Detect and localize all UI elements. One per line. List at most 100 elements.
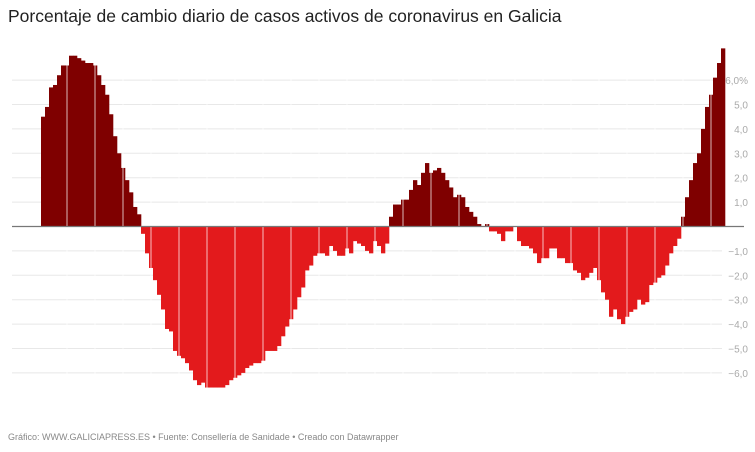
bar [433, 170, 438, 227]
bar [77, 58, 82, 227]
bar [101, 84, 106, 227]
y-tick-label: −1,0 [728, 247, 748, 258]
bar [545, 226, 550, 259]
bar [41, 116, 46, 227]
bar [209, 226, 214, 388]
bar [285, 226, 290, 327]
bar [421, 172, 426, 227]
bar [325, 226, 330, 256]
bar [549, 226, 554, 249]
bar [405, 199, 410, 227]
bar [529, 226, 534, 249]
bar [217, 226, 222, 388]
bar [273, 226, 278, 351]
bar [621, 226, 626, 325]
y-tick-label: −6,0 [728, 369, 748, 380]
bar [473, 216, 478, 227]
bar [337, 226, 342, 256]
bar [553, 226, 558, 249]
bar [125, 180, 130, 227]
bar [517, 226, 522, 242]
bar [397, 204, 402, 227]
y-tick-label: 6,0% [725, 76, 748, 87]
bar [161, 226, 166, 310]
bar [301, 226, 306, 288]
bar [417, 185, 422, 227]
bar [277, 226, 282, 347]
bar [409, 189, 414, 227]
bar [477, 224, 482, 227]
bar [701, 128, 706, 227]
y-tick-label: 1,0 [734, 198, 748, 209]
bar [437, 167, 442, 227]
y-tick-label: 2,0 [734, 174, 748, 185]
bar [293, 226, 298, 310]
bar [361, 226, 366, 247]
bar [253, 226, 258, 364]
bar [665, 226, 670, 266]
bar [49, 87, 54, 227]
bar [153, 226, 158, 281]
bar [113, 136, 118, 227]
bar [533, 226, 538, 254]
bar [537, 226, 542, 264]
bar [489, 226, 494, 232]
bar [609, 226, 614, 317]
bar [349, 226, 354, 254]
bar [585, 226, 590, 278]
bar [105, 94, 110, 227]
y-tick-label: 4,0 [734, 125, 748, 136]
bar [181, 226, 186, 359]
bar [393, 204, 398, 227]
bar [717, 63, 722, 227]
bar [85, 63, 90, 227]
bar [201, 226, 206, 383]
bar [133, 206, 138, 227]
bar [117, 153, 122, 227]
bar [377, 226, 382, 247]
bar [669, 226, 674, 254]
bar [73, 55, 78, 227]
bar [353, 226, 358, 242]
bar [357, 226, 362, 244]
bar [465, 206, 470, 227]
bar [61, 65, 66, 227]
bar [269, 226, 274, 351]
bar [81, 60, 86, 227]
bar [713, 77, 718, 227]
bar [601, 226, 606, 293]
bar [649, 226, 654, 286]
bar [385, 226, 390, 244]
bar [413, 180, 418, 227]
bar [257, 226, 262, 364]
bar [697, 153, 702, 227]
bar [573, 226, 578, 271]
bar [265, 226, 270, 351]
bar [645, 226, 650, 303]
bar [249, 226, 254, 366]
bar [365, 226, 370, 251]
bar [389, 216, 394, 227]
bar [561, 226, 566, 259]
bar [157, 226, 162, 295]
bar [589, 226, 594, 273]
bar [661, 226, 666, 276]
chart-title: Porcentaje de cambio diario de casos act… [8, 6, 562, 26]
bar [425, 163, 430, 227]
bar [213, 226, 218, 388]
bar [137, 214, 142, 227]
bar [57, 75, 62, 227]
bar [577, 226, 582, 273]
bar [313, 226, 318, 256]
bar [333, 226, 338, 251]
bar [525, 226, 530, 247]
bar [641, 226, 646, 305]
bar [565, 226, 570, 264]
bar [69, 55, 74, 227]
bar [305, 226, 310, 271]
bar [225, 226, 230, 386]
bar [321, 226, 326, 254]
bar [229, 226, 234, 381]
bar [629, 226, 634, 312]
y-tick-label: −3,0 [728, 296, 748, 307]
